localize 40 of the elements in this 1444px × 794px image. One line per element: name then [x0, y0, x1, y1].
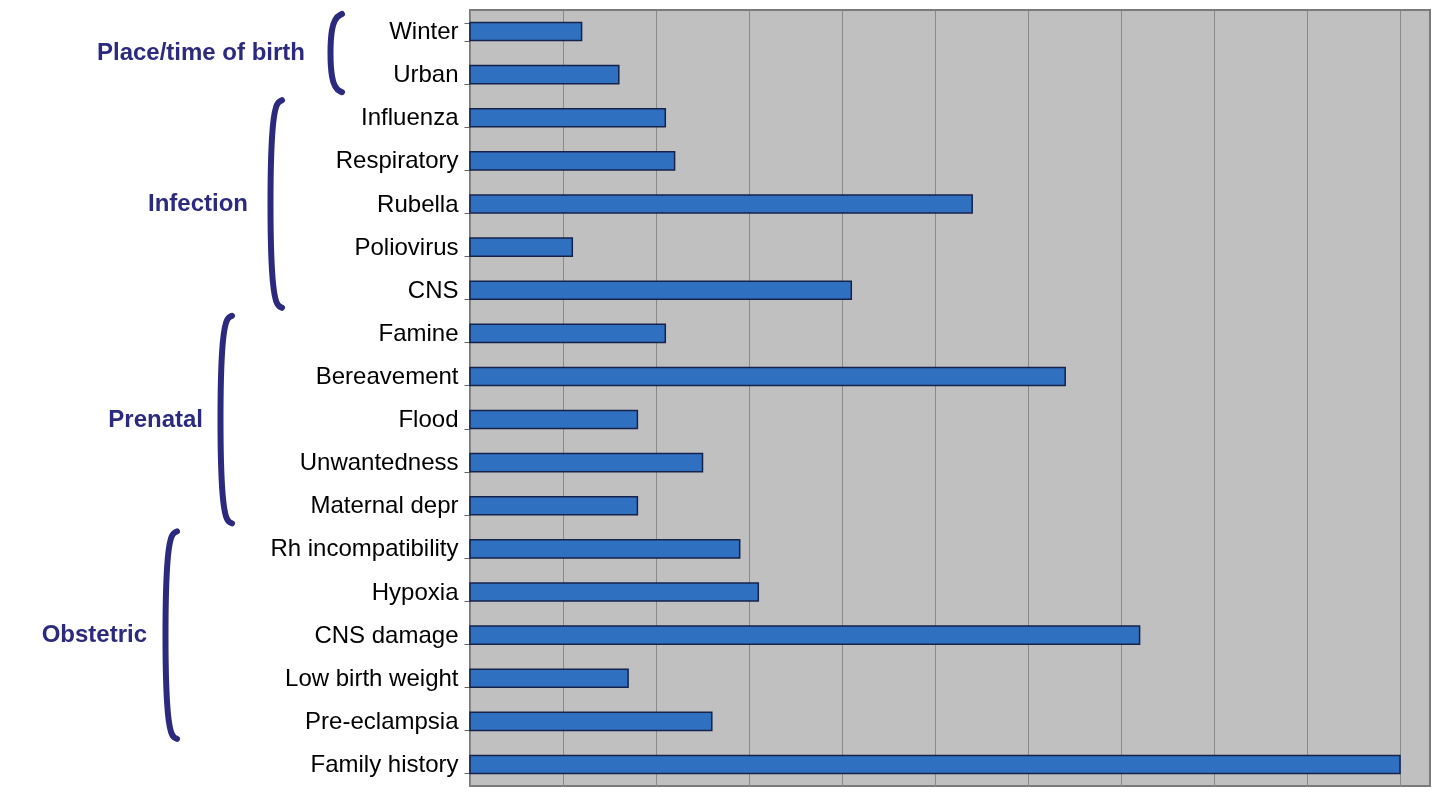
y-tick-label: CNS damage	[314, 620, 459, 648]
y-tick-label: Winter	[389, 17, 459, 45]
bar	[469, 237, 574, 257]
y-tick-label: Hypoxia	[371, 577, 460, 605]
text: Infection	[148, 189, 248, 216]
text: Obstetric	[41, 620, 147, 648]
bar	[469, 409, 639, 430]
y-tick-label: Urban	[393, 60, 459, 88]
bar	[469, 366, 1066, 387]
bar	[469, 495, 639, 516]
y-tick-label: Pre-eclampsia	[305, 706, 460, 734]
y-tick-label: Poliovirus	[354, 232, 459, 260]
y-tick-label: Bereavement	[315, 361, 459, 389]
text: Place/time of birth	[96, 38, 305, 66]
y-tick-label: Rh incompatibility	[270, 534, 459, 562]
y-tick-label: Famine	[378, 318, 459, 346]
y-tick-label: Family history	[310, 749, 459, 777]
bar	[469, 668, 629, 689]
y-tick-label: Influenza	[361, 103, 460, 131]
bar	[469, 582, 760, 602]
y-tick-label: Maternal depr	[310, 491, 459, 519]
y-tick-label: CNS	[407, 275, 459, 303]
bar	[469, 539, 741, 559]
bar	[469, 194, 973, 214]
bar	[469, 64, 620, 85]
y-tick-label: Respiratory	[335, 146, 459, 174]
bar	[469, 711, 713, 732]
bar	[469, 323, 667, 344]
y-tick-label: Flood	[398, 405, 459, 433]
text: Prenatal	[108, 404, 203, 432]
bar	[469, 21, 583, 42]
bar	[469, 452, 704, 473]
bar	[469, 107, 667, 128]
bar	[469, 625, 1141, 645]
y-tick-label: Rubella	[377, 189, 460, 217]
y-tick-label: Unwantedness	[299, 448, 459, 476]
bar	[469, 280, 853, 301]
bar	[469, 151, 676, 171]
y-tick-label: Low birth weight	[285, 663, 459, 691]
bar	[469, 754, 1401, 775]
